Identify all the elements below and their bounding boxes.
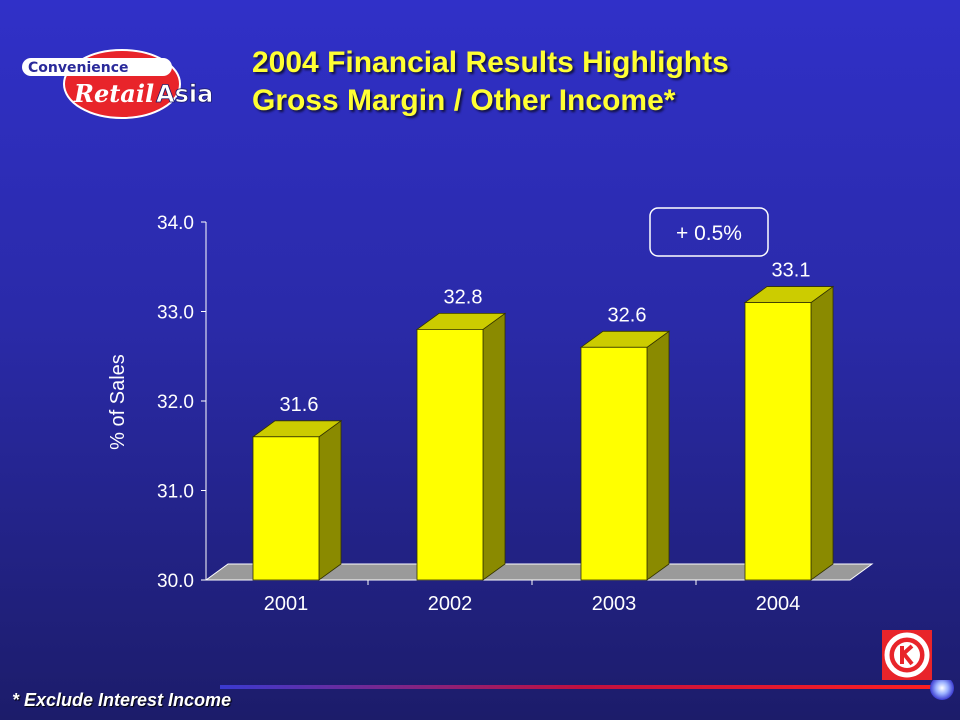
title-line-1: 2004 Financial Results Highlights [252,46,729,79]
data-label: 32.8 [444,286,483,308]
bar-2001 [251,420,343,581]
y-tick-label: 30.0 [157,571,194,592]
decorative-footer-line [220,680,954,700]
annotation-text: + 0.5% [676,222,742,245]
bar-front [252,436,320,581]
data-label: 33.1 [772,260,811,282]
bar-2004 [743,285,835,581]
bar-2002 [415,312,507,581]
x-tick-label: 2004 [756,593,801,615]
bar-front [416,328,484,581]
y-tick-label: 32.0 [157,392,194,413]
annotation-box: + 0.5% [649,207,769,257]
footnote: * Exclude Interest Income [12,690,232,710]
logo-top-text: Convenience [28,60,129,76]
x-tick-label: 2002 [428,593,473,615]
title-line-2: Gross Margin / Other Income* [252,84,676,117]
y-tick-label: 33.0 [157,303,194,324]
x-tick-label: 2003 [592,593,637,615]
data-label: 31.6 [280,394,319,416]
bar-side [318,420,342,581]
y-axis-label: % of Sales [107,354,129,450]
convenience-retail-asia-logo: Convenience Retail Asia [22,49,214,119]
x-tick-label: 2001 [264,593,309,615]
y-tick-label: 31.0 [157,482,194,503]
bar-side [646,330,670,581]
bar-front [580,346,648,581]
page-title: 2004 Financial Results Highlights Gross … [252,44,729,120]
bar-side [482,312,506,581]
logo-right-text: Asia [156,80,213,108]
y-tick-label: 34.0 [157,213,194,234]
circle-k-logo [882,630,932,680]
bar-2003 [579,330,671,581]
logo-mid-text: Retail [73,79,154,108]
data-label: 32.6 [608,304,647,326]
bar-front [744,302,812,581]
bar-side [810,285,834,581]
